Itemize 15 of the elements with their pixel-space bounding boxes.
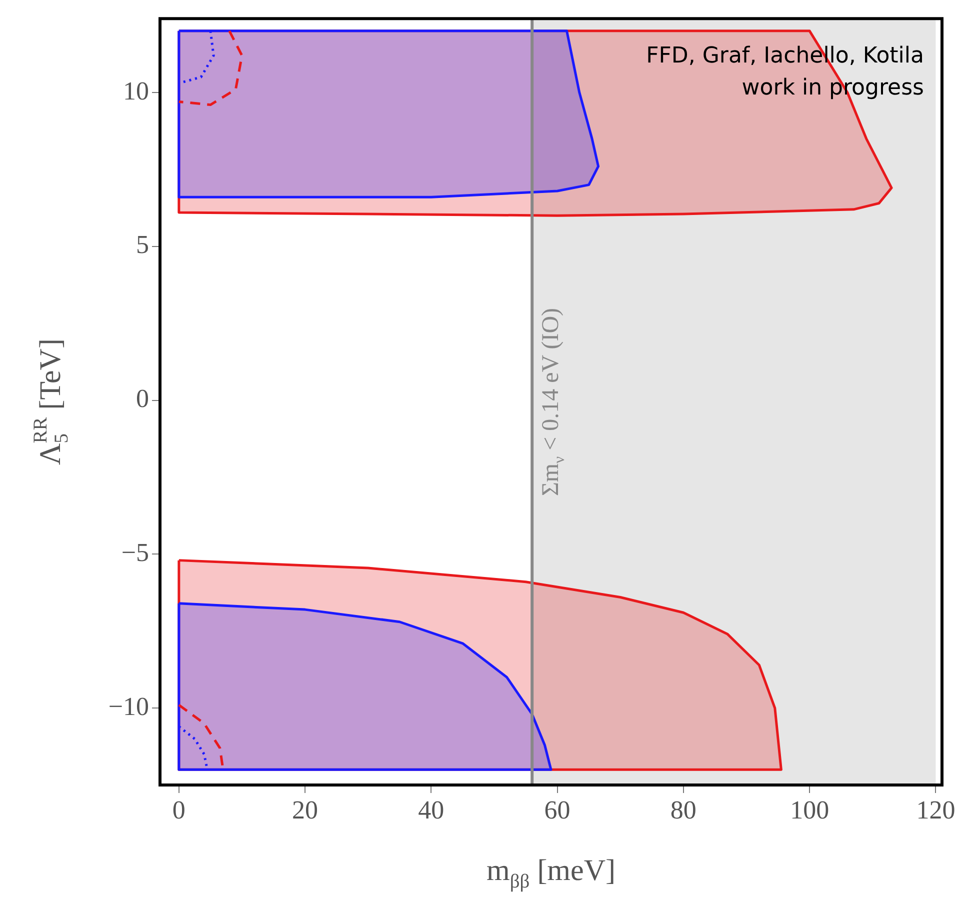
- y-tick-label: 0: [136, 384, 149, 414]
- x-tick-label: 120: [916, 795, 956, 824]
- x-tick-label: 0: [172, 795, 186, 824]
- x-tick-label: 60: [544, 795, 570, 824]
- x-tick-label: 20: [292, 795, 318, 824]
- y-tick-label: −10: [108, 692, 149, 721]
- y-tick-label: 10: [123, 76, 149, 106]
- x-tick-label: 80: [670, 795, 696, 824]
- x-tick-label: 100: [790, 795, 830, 824]
- line-series: [178, 30, 244, 106]
- x-tick-label: 40: [418, 795, 444, 824]
- y-tick-label: −5: [121, 538, 149, 567]
- ref-line-label: Σmν < 0.14 eV (IO): [538, 308, 568, 496]
- y-axis-title: Λ5RR [TeV]: [30, 338, 72, 466]
- y-tick-label: 5: [136, 230, 149, 260]
